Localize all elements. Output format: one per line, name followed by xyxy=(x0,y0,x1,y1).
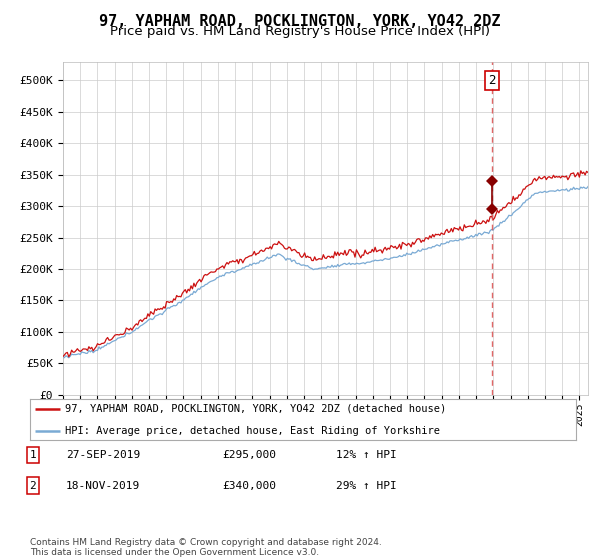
Text: 97, YAPHAM ROAD, POCKLINGTON, YORK, YO42 2DZ: 97, YAPHAM ROAD, POCKLINGTON, YORK, YO42… xyxy=(99,14,501,29)
Text: 27-SEP-2019: 27-SEP-2019 xyxy=(66,450,140,460)
Text: 12% ↑ HPI: 12% ↑ HPI xyxy=(336,450,397,460)
Text: £295,000: £295,000 xyxy=(222,450,276,460)
Text: £340,000: £340,000 xyxy=(222,480,276,491)
Text: 2: 2 xyxy=(488,74,496,87)
Text: 2: 2 xyxy=(29,480,37,491)
Text: 97, YAPHAM ROAD, POCKLINGTON, YORK, YO42 2DZ (detached house): 97, YAPHAM ROAD, POCKLINGTON, YORK, YO42… xyxy=(65,404,447,413)
Text: 1: 1 xyxy=(29,450,37,460)
Text: 18-NOV-2019: 18-NOV-2019 xyxy=(66,480,140,491)
Text: Price paid vs. HM Land Registry's House Price Index (HPI): Price paid vs. HM Land Registry's House … xyxy=(110,25,490,38)
Text: HPI: Average price, detached house, East Riding of Yorkshire: HPI: Average price, detached house, East… xyxy=(65,426,440,436)
Text: 29% ↑ HPI: 29% ↑ HPI xyxy=(336,480,397,491)
Text: Contains HM Land Registry data © Crown copyright and database right 2024.
This d: Contains HM Land Registry data © Crown c… xyxy=(30,538,382,557)
